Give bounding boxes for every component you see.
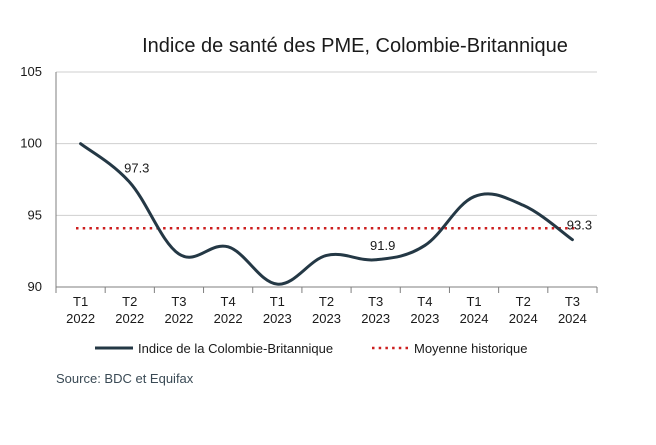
x-tick-label-year: 2022 [66, 311, 95, 326]
x-tick-label-year: 2023 [312, 311, 341, 326]
x-tick-label-year: 2022 [164, 311, 193, 326]
y-tick-label: 100 [20, 136, 42, 151]
source-note: Source: BDC et Equifax [56, 371, 194, 386]
x-tick-label-year: 2023 [410, 311, 439, 326]
x-tick-label-quarter: T1 [466, 294, 481, 309]
x-tick-label-quarter: T3 [171, 294, 186, 309]
x-axis-tick-labels: T1 2022 T2 2022 T3 2022 T4 2022 T1 2023 T2 2023 T3 20… [66, 294, 587, 326]
y-tick-label: 90 [28, 279, 42, 294]
data-label: 93.3 [567, 218, 592, 233]
y-tick-label: 105 [20, 64, 42, 79]
x-tick-label-year: 2024 [558, 311, 587, 326]
x-tick-label-quarter: T2 [319, 294, 334, 309]
data-label: 97.3 [124, 160, 149, 175]
legend-label-indice: Indice de la Colombie-Britannique [138, 341, 333, 356]
x-tick-label-quarter: T4 [221, 294, 236, 309]
axes [55, 72, 598, 293]
x-tick-label-quarter: T2 [122, 294, 137, 309]
x-tick-label-year: 2023 [263, 311, 292, 326]
x-tick-label-quarter: T4 [417, 294, 432, 309]
series-lines [76, 142, 577, 286]
data-label: 91.9 [370, 238, 395, 253]
x-tick-label-year: 2024 [460, 311, 489, 326]
x-tick-label-quarter: T3 [565, 294, 580, 309]
x-tick-label-quarter: T1 [270, 294, 285, 309]
x-tick-label-quarter: T1 [73, 294, 88, 309]
y-tick-label: 95 [28, 207, 42, 222]
x-tick-label-quarter: T2 [516, 294, 531, 309]
x-tick-label-year: 2022 [214, 311, 243, 326]
x-tick-label-quarter: T3 [368, 294, 383, 309]
y-axis-tick-labels: 90 95 100 105 [20, 64, 42, 294]
chart-title: Indice de santé des PME, Colombie-Britan… [142, 35, 568, 57]
x-tick-label-year: 2024 [509, 311, 538, 326]
gridlines [56, 71, 597, 216]
x-tick-label-year: 2022 [115, 311, 144, 326]
legend-label-moyenne: Moyenne historique [414, 341, 527, 356]
data-labels: 97.3 91.9 93.3 [124, 160, 592, 252]
series-line-indice [79, 142, 574, 286]
legend: Indice de la Colombie-Britannique Moyenne… [95, 341, 527, 356]
x-tick-label-year: 2023 [361, 311, 390, 326]
